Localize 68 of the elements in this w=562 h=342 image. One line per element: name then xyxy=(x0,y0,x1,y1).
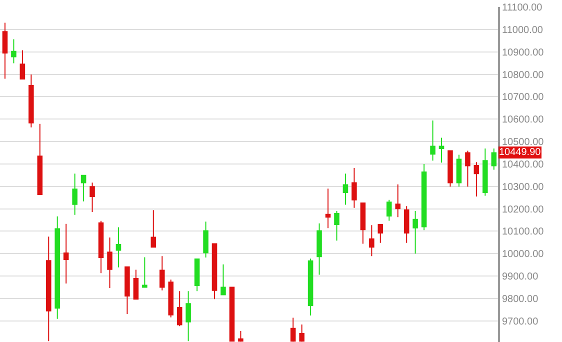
candlestick xyxy=(430,120,436,162)
candlestick xyxy=(194,258,200,292)
candlestick xyxy=(37,123,43,195)
candlestick xyxy=(2,22,8,80)
candlestick xyxy=(456,154,462,188)
candlestick xyxy=(465,150,470,188)
candlestick xyxy=(448,150,453,188)
candlestick xyxy=(72,173,78,216)
candlestick xyxy=(421,163,427,231)
candlestick xyxy=(308,258,314,316)
candlestick xyxy=(116,226,122,268)
candlestick xyxy=(220,264,226,296)
candlestick xyxy=(395,184,400,218)
y-tick-label: 11000.00 xyxy=(502,24,544,36)
candlestick xyxy=(11,38,16,64)
candlestick xyxy=(90,182,95,212)
y-tick-label: 11100.00 xyxy=(502,2,543,14)
candlestick xyxy=(203,221,208,258)
y-tick-label: 9900.00 xyxy=(502,272,539,283)
y-tick-label: 10800.00 xyxy=(502,70,544,81)
candlestick xyxy=(150,210,156,248)
y-tick-label: 10300.00 xyxy=(502,182,544,193)
y-tick-label: 10600.00 xyxy=(502,114,544,126)
candlestick xyxy=(438,137,444,164)
candlestick xyxy=(482,148,488,196)
candlestick xyxy=(133,269,139,300)
candlestick xyxy=(342,173,348,206)
candlestick xyxy=(168,279,174,318)
candlestick xyxy=(474,162,480,197)
candlestick xyxy=(378,224,384,244)
candlestick xyxy=(238,330,244,342)
candlestick xyxy=(386,199,392,222)
candlestick xyxy=(159,256,165,291)
y-tick-label: 10000.00 xyxy=(502,249,544,260)
candlestick xyxy=(491,148,497,170)
y-tick-label: 10700.00 xyxy=(502,92,544,104)
candlestick xyxy=(229,286,235,342)
candlestick xyxy=(369,224,374,257)
candlestick xyxy=(299,324,304,342)
candlestick xyxy=(54,216,60,320)
candlestick xyxy=(46,236,52,342)
candlestick xyxy=(80,174,86,202)
candlestick xyxy=(20,50,26,80)
y-tick-label: 9800.00 xyxy=(502,294,539,305)
y-tick-label: 10900.00 xyxy=(502,47,544,58)
candlestick xyxy=(28,74,34,128)
candlestick xyxy=(404,206,410,244)
candlestick xyxy=(334,210,340,242)
candlestick xyxy=(212,243,218,300)
candlestick xyxy=(142,256,148,288)
y-tick-label: 9700.00 xyxy=(502,316,539,328)
candlestick xyxy=(290,317,296,342)
y-tick-label: 10200.00 xyxy=(502,204,544,216)
candlestick xyxy=(316,222,322,276)
text: 10449.90 xyxy=(499,147,542,158)
candlestick xyxy=(186,290,191,342)
candlestick xyxy=(352,168,357,208)
candlestick xyxy=(325,188,331,229)
candlestick xyxy=(360,202,366,244)
candlestick xyxy=(98,220,104,274)
candlestick xyxy=(107,237,112,288)
candlestick xyxy=(176,290,182,327)
candlestick xyxy=(63,223,69,284)
candlestick xyxy=(412,210,418,254)
candlestick xyxy=(124,266,130,314)
y-tick-label: 10400.00 xyxy=(502,159,544,170)
y-tick-label: 10500.00 xyxy=(502,137,544,148)
y-tick-label: 10100.00 xyxy=(502,226,544,238)
